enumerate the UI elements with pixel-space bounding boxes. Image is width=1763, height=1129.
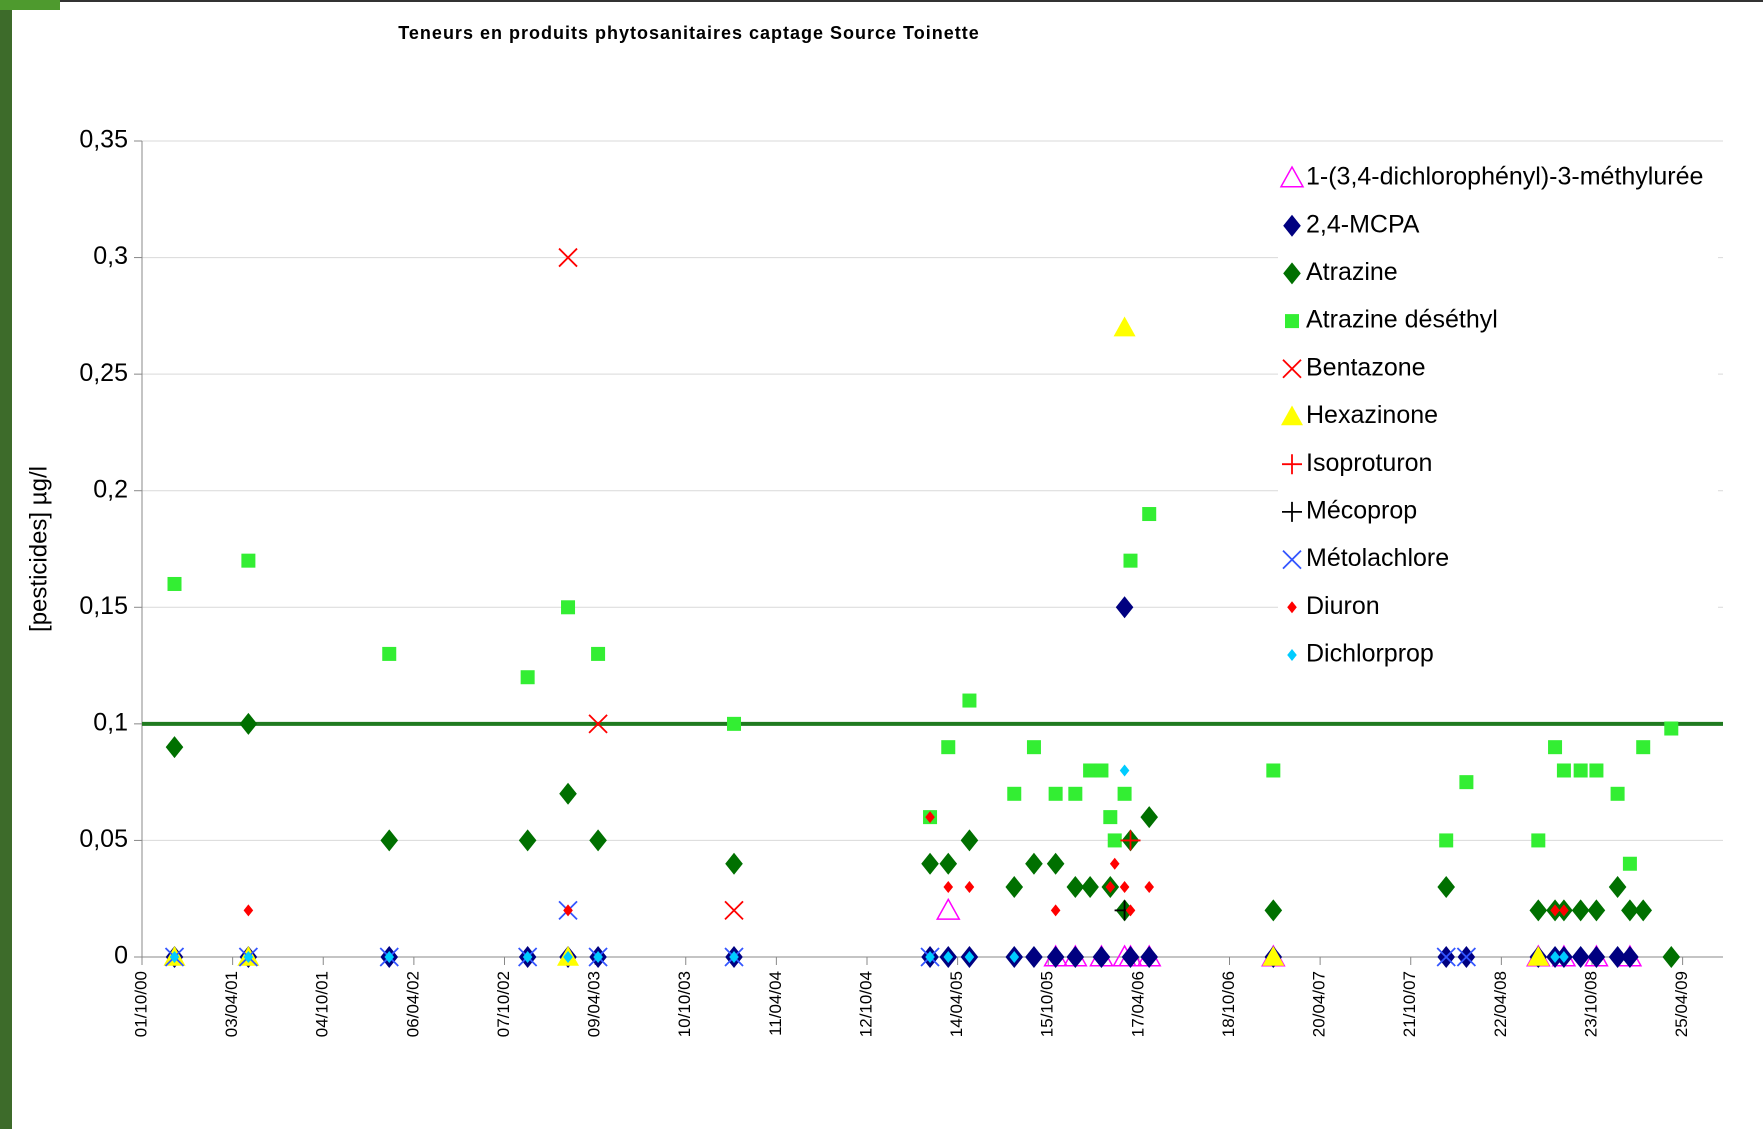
data-point bbox=[382, 647, 396, 661]
y-tick-label: 0,35 bbox=[79, 126, 128, 154]
x-tick-label: 01/10/00 bbox=[131, 971, 150, 1037]
y-tick-label: 0,05 bbox=[79, 825, 128, 853]
legend-label: 1-(3,4-dichlorophényl)-3-méthylurée bbox=[1306, 163, 1703, 191]
y-tick-label: 0,1 bbox=[93, 708, 128, 736]
data-point bbox=[168, 577, 182, 591]
data-point bbox=[1266, 763, 1280, 777]
data-point bbox=[1439, 833, 1453, 847]
x-tick-label: 25/04/09 bbox=[1672, 971, 1691, 1037]
data-point bbox=[941, 740, 955, 754]
y-tick-label: 0,25 bbox=[79, 359, 128, 387]
data-point bbox=[241, 554, 255, 568]
legend-label: Bentazone bbox=[1306, 353, 1426, 381]
x-tick-label: 20/04/07 bbox=[1310, 971, 1329, 1037]
data-point bbox=[1027, 740, 1041, 754]
y-tick-label: 0,15 bbox=[79, 592, 128, 620]
y-axis-label: [pesticides] µg/l bbox=[25, 466, 52, 632]
legend-label: Métolachlore bbox=[1306, 544, 1449, 572]
x-tick-label: 18/10/06 bbox=[1219, 971, 1238, 1037]
corner-strip bbox=[0, 0, 60, 10]
data-point bbox=[727, 717, 741, 731]
data-point bbox=[962, 694, 976, 708]
data-point bbox=[1531, 833, 1545, 847]
data-point bbox=[1574, 763, 1588, 777]
data-point bbox=[1623, 857, 1637, 871]
x-tick-label: 09/04/03 bbox=[585, 971, 604, 1037]
data-point bbox=[1557, 763, 1571, 777]
x-tick-label: 11/04/04 bbox=[766, 971, 785, 1036]
x-tick-label: 07/10/02 bbox=[494, 971, 513, 1037]
chart: Teneurs en produits phytosanitaires capt… bbox=[0, 0, 1763, 1129]
x-tick-label: 23/10/08 bbox=[1581, 971, 1600, 1037]
x-tick-label: 06/04/02 bbox=[403, 971, 422, 1037]
y-tick-label: 0,2 bbox=[93, 475, 128, 503]
legend: 1-(3,4-dichlorophényl)-3-méthylurée 2,4-M… bbox=[1278, 156, 1718, 681]
data-point bbox=[1664, 722, 1678, 736]
x-tick-label: 04/10/01 bbox=[313, 971, 332, 1037]
data-point bbox=[1049, 787, 1063, 801]
legend-label: 2,4-MCPA bbox=[1306, 210, 1420, 238]
x-tick-label: 22/04/08 bbox=[1491, 971, 1510, 1037]
data-point bbox=[591, 647, 605, 661]
data-point bbox=[1118, 787, 1132, 801]
legend-label: Mécoprop bbox=[1306, 497, 1417, 525]
data-point bbox=[1007, 787, 1021, 801]
legend-label: Atrazine bbox=[1306, 258, 1398, 286]
data-point bbox=[1589, 763, 1603, 777]
chart-title: Teneurs en produits phytosanitaires capt… bbox=[398, 23, 979, 43]
x-tick-label: 10/10/03 bbox=[675, 971, 694, 1037]
data-point bbox=[1459, 775, 1473, 789]
data-point bbox=[1611, 787, 1625, 801]
x-tick-label: 03/04/01 bbox=[222, 971, 241, 1037]
x-tick-label: 15/10/05 bbox=[1038, 971, 1057, 1037]
legend-marker bbox=[1285, 314, 1299, 328]
data-point bbox=[1548, 740, 1562, 754]
left-border bbox=[0, 0, 12, 1129]
x-tick-label: 12/10/04 bbox=[856, 971, 875, 1037]
x-tick-label: 17/04/06 bbox=[1128, 971, 1147, 1037]
legend-label: Hexazinone bbox=[1306, 401, 1438, 429]
data-point bbox=[1636, 740, 1650, 754]
y-tick-label: 0 bbox=[114, 942, 128, 970]
data-point bbox=[1068, 787, 1082, 801]
legend-label: Atrazine déséthyl bbox=[1306, 306, 1498, 334]
data-point bbox=[561, 600, 575, 614]
data-point bbox=[1142, 507, 1156, 521]
data-point bbox=[1094, 763, 1108, 777]
legend-label: Isoproturon bbox=[1306, 449, 1432, 477]
x-tick-label: 14/04/05 bbox=[947, 971, 966, 1037]
x-tick-label: 21/10/07 bbox=[1400, 971, 1419, 1037]
y-tick-label: 0,3 bbox=[93, 242, 128, 270]
data-point bbox=[521, 670, 535, 684]
data-point bbox=[1123, 554, 1137, 568]
data-point bbox=[1103, 810, 1117, 824]
data-point bbox=[1108, 833, 1122, 847]
legend-label: Dichlorprop bbox=[1306, 640, 1434, 668]
legend-label: Diuron bbox=[1306, 592, 1380, 620]
